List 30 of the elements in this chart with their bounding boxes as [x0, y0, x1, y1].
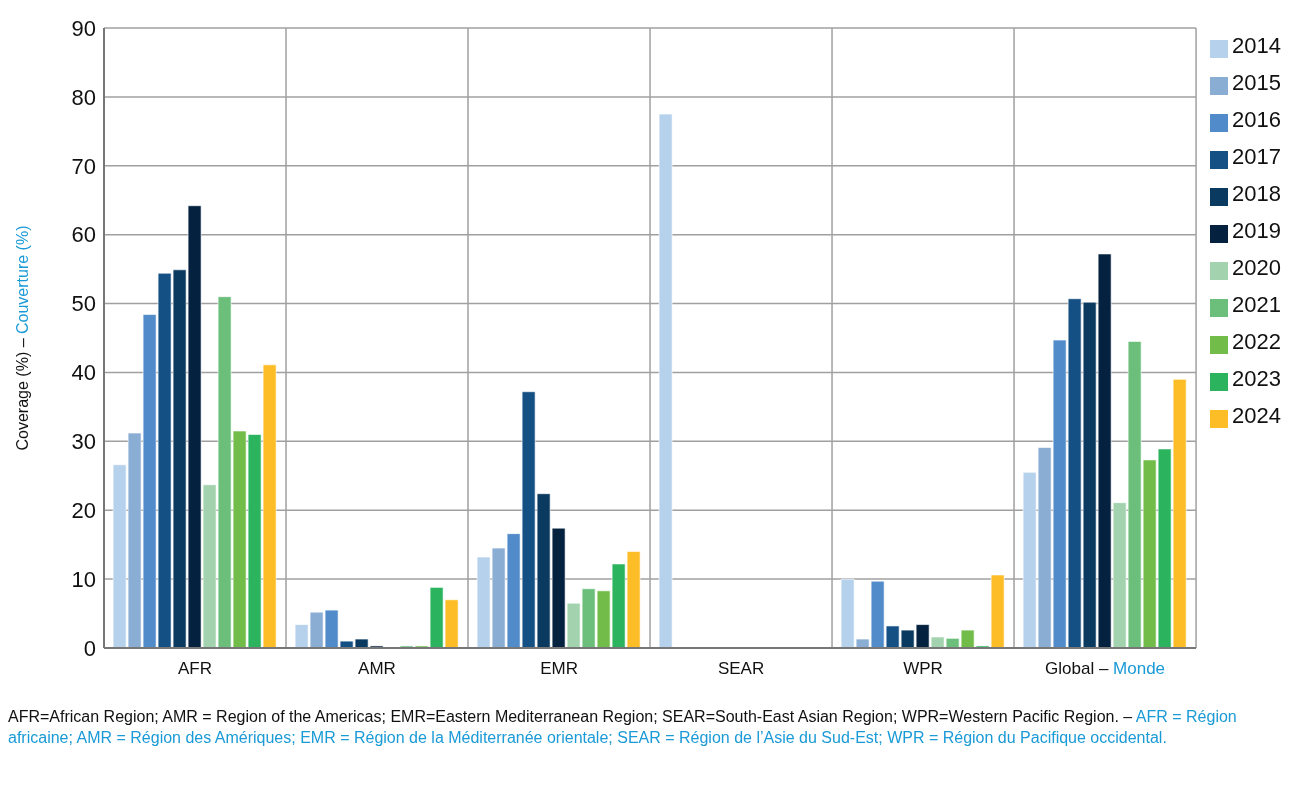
y-tick-label: 90	[71, 15, 96, 41]
legend-label: 2016	[1232, 107, 1281, 132]
y-axis-title: Coverage (%) – Couverture (%)	[14, 225, 31, 451]
x-tick-label: WPR	[903, 659, 943, 678]
bar	[658, 113, 673, 648]
y-tick-label: 80	[71, 84, 96, 110]
legend-label: 2022	[1232, 329, 1281, 354]
x-tick-label: SEAR	[717, 659, 765, 678]
x-tick-label: AFR	[178, 659, 212, 678]
y-tick-label: 40	[71, 360, 96, 386]
y-tick-label: 10	[71, 566, 96, 592]
y-tick-label: 60	[71, 222, 96, 248]
x-tick-label: Global – Monde	[1045, 659, 1166, 678]
legend-label: 2023	[1232, 366, 1281, 391]
legend-label: 2014	[1232, 33, 1281, 58]
y-tick-label: 50	[71, 291, 96, 317]
x-tick-label: EMR	[540, 659, 578, 678]
legend-label: 2017	[1232, 144, 1281, 169]
legend-label: 2020	[1232, 255, 1281, 280]
legend-label: 2015	[1232, 70, 1281, 95]
legend-label: 2019	[1232, 218, 1281, 243]
legend-label: 2018	[1232, 181, 1281, 206]
x-tick-label: AMR	[358, 659, 396, 678]
legend-label: 2021	[1232, 292, 1281, 317]
text: AFR=African Region; AMR = Region of the Americas; EMR=Eastern Mediterranean Region; SEAR=South-East Asian Region; WPR=Western Pacific Region. – AFR = Région africaine; AMR = Région des Amériques; EMR = Région de la Méditerranée orientale; SEAR = Région de l’Asie du Sud-Est; WPR = Région du Pacifique occidental.	[8, 708, 1237, 746]
y-tick-label: 70	[71, 153, 96, 179]
y-tick-label: 20	[71, 498, 96, 524]
y-tick-label: 30	[71, 429, 96, 455]
y-tick-label: 0	[83, 635, 96, 661]
legend-label: 2024	[1232, 403, 1281, 428]
